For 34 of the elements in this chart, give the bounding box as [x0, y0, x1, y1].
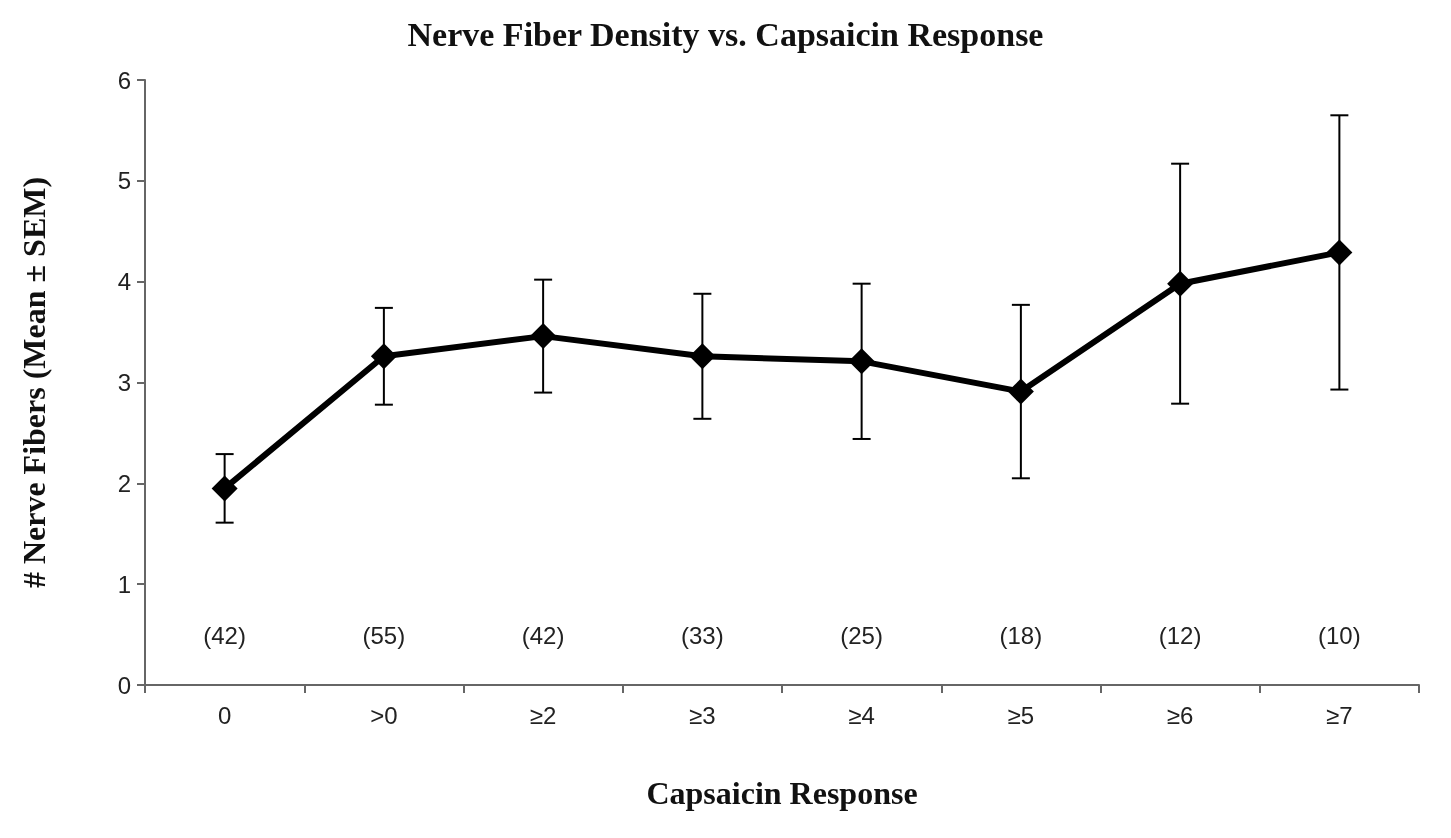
point [530, 323, 557, 350]
x-tick-label: 0 [217, 701, 232, 729]
x-tick-label: ≥2 [529, 701, 557, 729]
y-tick-label: 5 [117, 167, 131, 195]
x-tick-label: ≥7 [1326, 701, 1353, 729]
y-tick-label: 3 [117, 369, 131, 396]
annotation: (33) [681, 621, 724, 649]
y-tick-label: 6 [117, 66, 131, 94]
x-tick-label: ≥5 [1007, 701, 1035, 729]
chart-title: Nerve Fiber Density vs. Capsaicin Response [407, 15, 1044, 53]
annotation: (55) [362, 621, 406, 649]
point [211, 475, 238, 502]
x-tick-label: ≥4 [848, 701, 875, 729]
annotation: (18) [999, 621, 1043, 649]
annotation: (42) [521, 621, 565, 649]
point [1167, 270, 1194, 297]
x-tick-label: ≥6 [1166, 701, 1194, 729]
annotation: (12) [1158, 621, 1202, 649]
point [848, 348, 875, 375]
annotation: (10) [1318, 621, 1361, 649]
x-axis-title: Capsaicin Response [646, 775, 918, 811]
y-tick-label: 4 [117, 268, 131, 296]
annotation: (25) [840, 621, 883, 649]
y-tick-label: 1 [117, 570, 131, 598]
y-axis-title: # Nerve Fibers (Mean ± SEM) [16, 176, 52, 589]
y-tick-label: 0 [117, 671, 131, 699]
x-tick-label: ≥3 [689, 701, 716, 729]
annotation: (42) [203, 621, 246, 649]
point [689, 343, 716, 370]
point [1326, 239, 1353, 266]
y-tick-label: 2 [117, 469, 131, 497]
x-tick-label: >0 [370, 701, 398, 729]
point [370, 343, 397, 370]
point [1007, 378, 1034, 405]
